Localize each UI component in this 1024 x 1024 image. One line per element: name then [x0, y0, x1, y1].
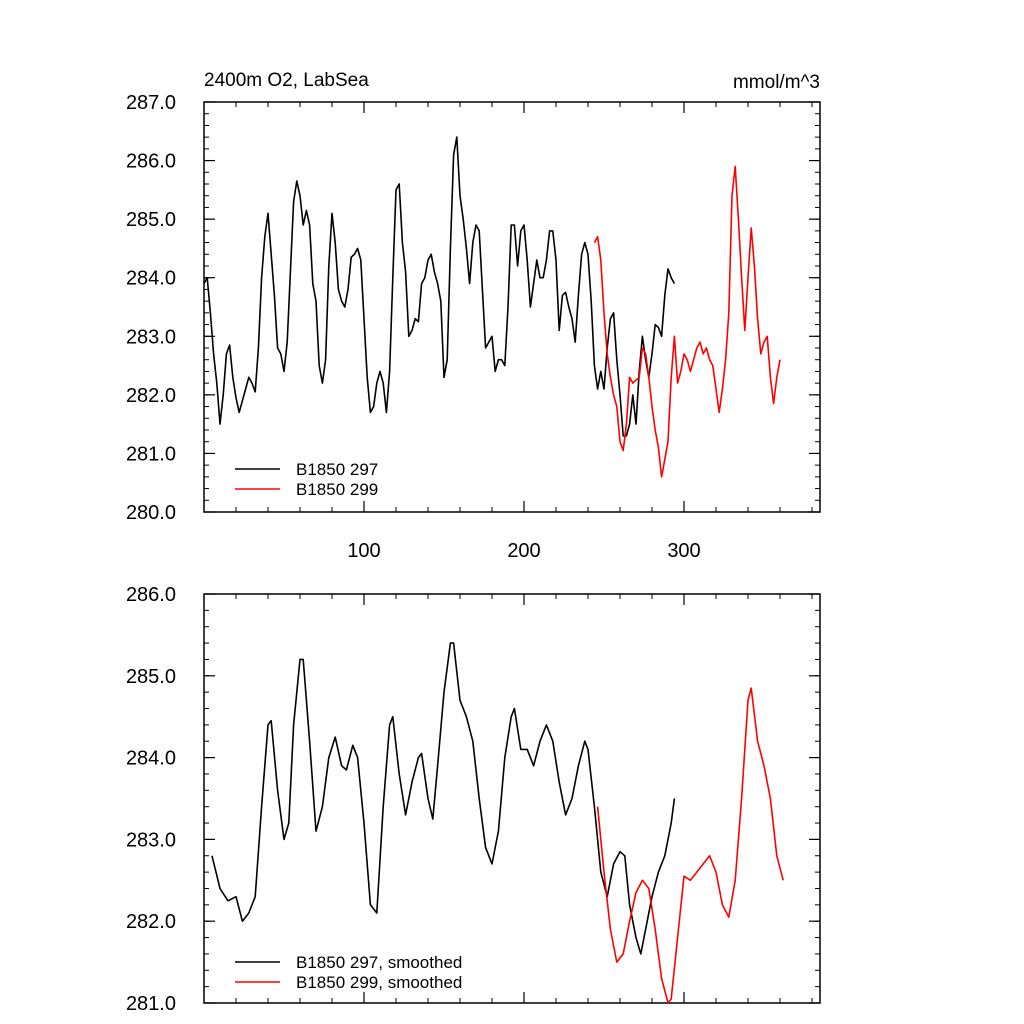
legend-label: B1850 299, smoothed [296, 973, 462, 992]
y-tick-label: 281.0 [126, 443, 176, 465]
x-tick-label: 100 [347, 540, 380, 562]
y-tick-label: 280.0 [126, 502, 176, 524]
x-tick-label: 200 [507, 540, 540, 562]
plot-frame [203, 101, 821, 513]
bottom-panel: 281.0 282.0 283.0 284.0 285.0 286.0 B1850 297,… [126, 584, 821, 1015]
y-tick-label: 286.0 [126, 151, 176, 173]
legend-label: B1850 299 [296, 480, 378, 499]
chart-title: 2400m O2, LabSea [204, 70, 369, 91]
units-label: mmol/m^3 [733, 72, 820, 93]
y-tick-label: 286.0 [126, 584, 176, 606]
y-tick-label: 284.0 [126, 748, 176, 770]
legend-label: B1850 297 [296, 460, 378, 479]
y-tick-label: 287.0 [126, 92, 176, 114]
y-tick-label: 281.0 [126, 993, 176, 1015]
y-tick-label: 282.0 [126, 911, 176, 933]
top-panel: 2400m O2, LabSea mmol/m^3 280.0 281.0 282.… [126, 70, 821, 562]
series-line-red [593, 165, 781, 478]
y-tick-label: 283.0 [126, 326, 176, 348]
plot-frame [203, 593, 821, 1004]
y-tick-label: 283.0 [126, 829, 176, 851]
y-tick-label: 285.0 [126, 209, 176, 231]
y-tick-label: 282.0 [126, 385, 176, 407]
legend-label: B1850 297, smoothed [296, 953, 462, 972]
y-tick-label: 285.0 [126, 666, 176, 688]
y-tick-label: 284.0 [126, 268, 176, 290]
x-tick-label: 300 [667, 540, 700, 562]
series-line-red [596, 687, 784, 1003]
series-line-black [204, 136, 676, 437]
series-line-black [211, 642, 676, 955]
